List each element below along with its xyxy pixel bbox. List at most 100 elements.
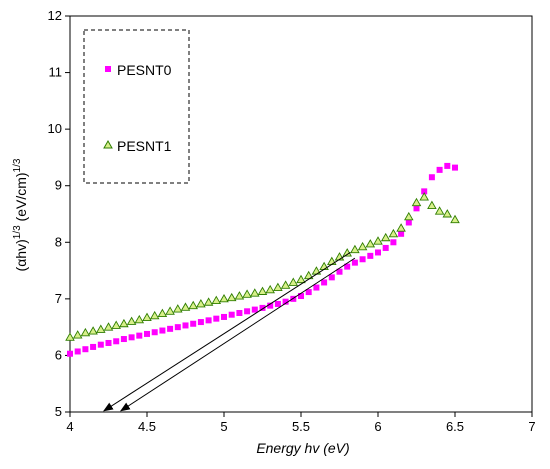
- pesnt0-point: [421, 188, 428, 195]
- pesnt1-point: [173, 304, 183, 313]
- x-tick-label: 6: [374, 419, 381, 434]
- pesnt1-point: [157, 308, 168, 318]
- pesnt1-point: [119, 318, 129, 328]
- y-tick-label: 7: [55, 291, 62, 306]
- pesnt0-point: [213, 315, 220, 322]
- pesnt1-point: [288, 277, 299, 286]
- pesnt0-point: [221, 313, 227, 320]
- legend-label-pesnt1: PESNT1: [117, 138, 172, 154]
- pesnt0-point: [336, 268, 343, 275]
- pesnt1-point: [311, 266, 322, 275]
- pesnt1-point: [134, 314, 145, 324]
- pesnt1-point: [342, 248, 352, 257]
- pesnt1-point: [142, 312, 152, 321]
- x-tick-label: 5.5: [292, 419, 310, 434]
- pesnt1-point: [234, 291, 245, 300]
- legend-label-pesnt0: PESNT0: [117, 62, 172, 78]
- y-tick-label: 6: [55, 347, 62, 362]
- pesnt1-point: [434, 206, 445, 215]
- pesnt0-point: [382, 244, 389, 251]
- pesnt1-point: [404, 211, 414, 221]
- x-tick-label: 7: [528, 419, 535, 434]
- pesnt0-point: [167, 325, 174, 332]
- pesnt1-point: [80, 327, 91, 337]
- pesnt1-point: [65, 332, 75, 341]
- y-tick-label: 10: [48, 121, 62, 136]
- pesnt0-point: [367, 252, 374, 259]
- pesnt1-point: [357, 241, 368, 251]
- pesnt0-point: [375, 249, 381, 256]
- pesnt0-point: [428, 174, 435, 181]
- y-tick-label: 8: [55, 234, 62, 249]
- y-tick-label: 12: [48, 8, 62, 23]
- pesnt1-point: [411, 197, 422, 207]
- pesnt0-point: [128, 334, 135, 341]
- pesnt0-point: [90, 343, 97, 350]
- pesnt0-point: [67, 350, 73, 357]
- x-tick-label: 4: [66, 419, 73, 434]
- y-tick-label: 9: [55, 178, 62, 193]
- x-tick-label: 6.5: [446, 419, 464, 434]
- pesnt1-point: [226, 292, 237, 302]
- pesnt1-point: [273, 282, 283, 291]
- pesnt0-point: [251, 306, 258, 313]
- pesnt0-point: [282, 298, 289, 305]
- legend: PESNT0 PESNT1: [83, 29, 190, 184]
- pesnt0-point: [82, 346, 89, 353]
- pesnt0-point: [444, 162, 451, 169]
- pesnt1-point: [111, 320, 121, 329]
- pesnt0-point: [436, 166, 443, 173]
- pesnt1-point: [88, 326, 98, 335]
- pesnt0-point: [305, 289, 312, 296]
- pesnt0-point: [190, 320, 197, 327]
- pesnt0-point: [182, 322, 189, 329]
- pesnt1-point: [350, 244, 360, 254]
- pesnt1-point: [296, 274, 306, 284]
- legend-marker-pesnt1: [103, 139, 113, 149]
- pesnt0-point: [97, 341, 104, 348]
- pesnt1-point: [265, 284, 275, 294]
- pesnt1-point: [242, 289, 252, 298]
- x-tick-label: 5: [220, 419, 227, 434]
- pesnt1-point: [388, 228, 399, 238]
- pesnt0-point: [74, 348, 81, 355]
- x-tick-label: 4.5: [138, 419, 156, 434]
- pesnt1-point: [219, 293, 229, 303]
- pesnt0-point: [236, 310, 243, 316]
- pesnt0-point: [359, 256, 366, 263]
- pesnt0-point: [174, 324, 181, 331]
- axes: 4 4.5 5 5.5 6 6.5 7 5 6 7 8 9 10 11 12: [48, 8, 536, 434]
- legend-marker-pesnt0: [105, 66, 111, 72]
- pesnt1-point: [96, 324, 106, 333]
- pesnt1-point: [72, 330, 83, 339]
- pesnt0-point: [205, 317, 212, 324]
- pesnt1-point: [203, 297, 214, 306]
- pesnt0-point: [351, 259, 358, 266]
- pesnt1-point: [380, 232, 391, 242]
- pesnt1-point: [126, 316, 137, 325]
- pesnt1-point: [180, 302, 191, 311]
- pesnt0-point: [197, 319, 204, 326]
- legend-box: [83, 29, 190, 184]
- pesnt1-point: [103, 322, 114, 331]
- series-pesnt0: [67, 162, 458, 357]
- pesnt1-point: [396, 223, 406, 232]
- pesnt0-point: [390, 239, 397, 246]
- pesnt1-point: [257, 286, 268, 295]
- pesnt0-point: [274, 300, 281, 307]
- pesnt0-point: [244, 308, 251, 315]
- pesnt1-point: [427, 200, 437, 209]
- pesnt1-point: [165, 306, 175, 315]
- pesnt0-point: [298, 293, 304, 300]
- pesnt1-point: [327, 256, 337, 265]
- pesnt1-point: [419, 192, 429, 201]
- extrapolation-arrow-2: [119, 257, 356, 412]
- x-axis-title: Energy hv (eV): [256, 440, 349, 456]
- pesnt1-point: [250, 288, 260, 297]
- pesnt0-point: [452, 164, 458, 171]
- y-axis-title: (αhv)1/3 (eV/cm)1/3: [12, 158, 29, 271]
- pesnt0-point: [113, 338, 120, 345]
- extrapolation-arrow-1: [103, 252, 351, 412]
- pesnt0-point: [259, 304, 266, 311]
